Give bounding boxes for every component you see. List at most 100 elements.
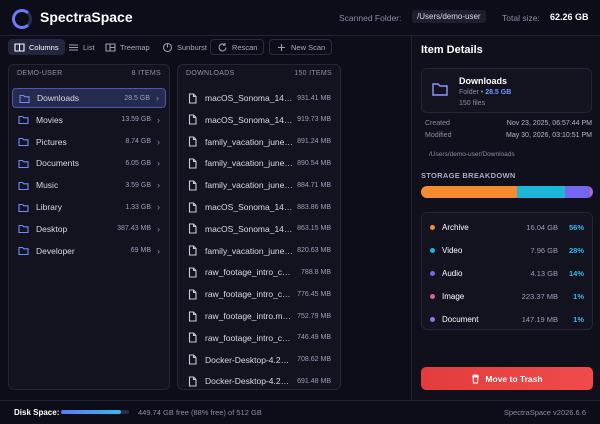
breakdown-row: Image 223.37 MB 1%: [422, 287, 592, 305]
total-label: Total size:: [502, 13, 540, 23]
item-path: /Users/demo-user/Downloads: [429, 151, 515, 158]
file-row[interactable]: macOS_Sonoma_14… 919.73 MB: [181, 110, 337, 130]
action-icon: [278, 43, 285, 51]
chevron: ›: [156, 93, 159, 103]
storage-segment: [591, 186, 593, 198]
storage-segment: [517, 186, 566, 198]
folder-row[interactable]: Pictures 8.74 GB ›: [12, 132, 166, 152]
trash-label: Move to Trash: [485, 373, 543, 384]
column-title: DEMO-USER: [17, 70, 63, 77]
details-panel: Item Details Downloads Folder • 28.5 GB …: [411, 36, 600, 400]
chevron: ›: [157, 114, 160, 125]
file-row[interactable]: macOS_Sonoma_14… 931.41 MB: [181, 88, 337, 108]
action-label: New Scan: [291, 42, 326, 52]
row-name: macOS_Sonoma_14…: [205, 223, 293, 234]
row-name: Pictures: [36, 136, 67, 147]
disk-bar: [61, 410, 129, 414]
view-label: Treemap: [120, 42, 150, 52]
folder-icon: [18, 247, 29, 256]
folder-icon: [432, 83, 448, 96]
folder-row[interactable]: Movies 13.59 GB ›: [12, 110, 166, 130]
file-icon: [188, 267, 197, 278]
breakdown-percent: 14%: [568, 268, 584, 278]
view-tab[interactable]: Sunburst: [156, 39, 213, 55]
version: SpectraSpace v2026.6.6: [503, 408, 586, 417]
column-count: 8 ITEMS: [131, 70, 161, 77]
folder-row[interactable]: Developer 69 MB ›: [12, 241, 166, 261]
file-icon: [188, 245, 197, 256]
disk-label: Disk Space:: [14, 408, 60, 417]
legend-dot: [430, 247, 435, 253]
row-name: macOS_Sonoma_14…: [205, 93, 293, 103]
file-row[interactable]: family_vacation_june… 820.63 MB: [181, 241, 337, 261]
view-tab[interactable]: Treemap: [99, 39, 156, 55]
action-button[interactable]: New Scan: [269, 39, 333, 55]
row-name: macOS_Sonoma_14…: [205, 114, 293, 125]
legend-dot: [430, 316, 435, 322]
breakdown-size: 223.37 MB: [521, 291, 558, 301]
folder-icon: [18, 225, 29, 234]
file-icon: [188, 114, 197, 125]
action-label: Rescan: [232, 42, 258, 52]
folder-row[interactable]: Library 1.33 GB ›: [12, 197, 166, 217]
view-icon: [14, 42, 25, 52]
breakdown-name: Archive: [442, 222, 469, 232]
row-size: 884.71 MB: [297, 181, 331, 189]
folder-icon: [18, 138, 29, 147]
breakdown-size: 147.19 MB: [521, 314, 558, 324]
row-size: 788.8 MB: [301, 268, 331, 276]
folder-icon: [18, 181, 29, 190]
row-size: 863.15 MB: [297, 225, 331, 233]
view-icon: [162, 42, 173, 52]
chevron: ›: [157, 245, 160, 256]
file-row[interactable]: Docker-Desktop-4.2… 708.62 MB: [181, 350, 337, 370]
file-row[interactable]: macOS_Sonoma_14… 863.15 MB: [181, 219, 337, 239]
file-row[interactable]: family_vacation_june… 890.54 MB: [181, 153, 337, 173]
row-size: 13.59 GB: [121, 116, 151, 124]
row-name: Music: [36, 180, 59, 191]
breakdown-percent: 1%: [573, 314, 584, 324]
row-name: raw_footage_intro_c…: [205, 267, 291, 278]
file-icon: [188, 354, 197, 365]
file-row[interactable]: raw_footage_intro_c… 746.49 MB: [181, 328, 337, 348]
scanned-path[interactable]: /Users/demo-user: [412, 10, 486, 23]
file-row[interactable]: family_vacation_june… 891.24 MB: [181, 132, 337, 152]
row-size: 3.59 GB: [125, 181, 151, 189]
file-row[interactable]: raw_footage_intro_c… 776.45 MB: [181, 284, 337, 304]
file-row[interactable]: Docker-Desktop-4.2… 691.48 MB: [181, 371, 337, 391]
folder-row[interactable]: Desktop 387.43 MB ›: [12, 219, 166, 239]
file-icon: [188, 332, 197, 343]
row-name: raw_footage_intro.m…: [205, 311, 291, 321]
row-size: 820.63 MB: [297, 247, 331, 255]
legend-dot: [430, 270, 435, 276]
row-size: 708.62 MB: [297, 356, 331, 364]
file-row[interactable]: family_vacation_june… 884.71 MB: [181, 175, 337, 195]
folder-icon: [18, 203, 29, 212]
disk-bar-fill: [61, 410, 121, 414]
file-icon: [188, 180, 197, 191]
row-name: Desktop: [36, 223, 68, 234]
file-icon: [188, 136, 197, 147]
view-tab[interactable]: List: [62, 39, 101, 55]
file-row[interactable]: raw_footage_intro.m… 752.79 MB: [181, 306, 337, 326]
file-row[interactable]: macOS_Sonoma_14… 883.86 MB: [181, 197, 337, 217]
view-icon: [69, 43, 78, 51]
breakdown-title: STORAGE BREAKDOWN: [421, 171, 516, 180]
row-size: 28.5 GB: [124, 94, 150, 102]
action-button[interactable]: Rescan: [210, 39, 265, 55]
chevron: ›: [157, 158, 160, 169]
column-panel: DOWNLOADS 150 ITEMS macOS_Sonoma_14… 931.41…: [177, 64, 341, 390]
view-icon: [105, 42, 116, 52]
folder-row[interactable]: Music 3.59 GB ›: [12, 175, 166, 195]
view-tab[interactable]: Columns: [8, 39, 65, 55]
file-row[interactable]: raw_footage_intro_c… 788.8 MB: [181, 262, 337, 282]
trash-button[interactable]: Move to Trash: [421, 367, 593, 390]
folder-row[interactable]: Documents 6.05 GB ›: [12, 153, 166, 173]
folder-row[interactable]: Downloads 28.5 GB ›: [12, 88, 166, 108]
row-name: Docker-Desktop-4.2…: [205, 376, 290, 387]
row-name: family_vacation_june…: [205, 136, 293, 147]
trash-icon: [472, 374, 480, 383]
details-title: Item Details: [421, 44, 483, 56]
